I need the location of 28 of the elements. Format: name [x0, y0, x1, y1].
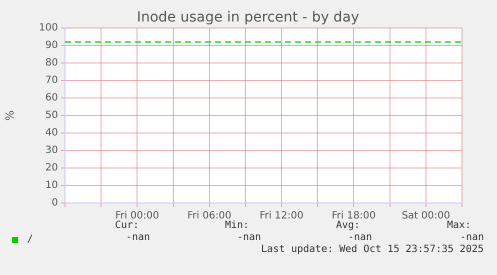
text: -nan — [126, 232, 150, 243]
y-tick-label: 50 — [45, 110, 58, 122]
text: Avg: — [336, 220, 360, 231]
y-tick-label: 70 — [45, 75, 58, 86]
text: Min: — [225, 220, 250, 231]
y-tick-label: 10 — [45, 180, 58, 192]
y-tick-label: 100 — [38, 22, 58, 34]
y-tick-label: 90 — [45, 40, 58, 52]
text: -nan — [237, 232, 262, 243]
x-tick-label: Fri 18:00 — [332, 210, 376, 222]
text: Max: — [447, 220, 472, 231]
x-tick-label: Sat 00:00 — [402, 210, 450, 222]
chart-title: Inode usage in percent - by day — [136, 10, 360, 26]
x-tick-label: Fri 00:00 — [115, 210, 160, 222]
y-tick-label: 20 — [45, 162, 58, 174]
y-tick-label: 40 — [45, 128, 58, 139]
y-tick-label: 60 — [45, 92, 58, 104]
y-tick-label: 30 — [45, 145, 58, 156]
y-tick-label: 0 — [52, 198, 58, 209]
text: -nan — [460, 232, 484, 243]
legend-label: / — [27, 234, 34, 245]
y-tick-label: 80 — [45, 58, 58, 69]
text: -nan — [348, 232, 372, 243]
y-axis-title: % — [3, 110, 16, 121]
x-tick-label: Fri 06:00 — [187, 210, 232, 222]
x-tick-label: Fri 12:00 — [260, 210, 304, 222]
text: Last update: Wed Oct 15 23:57:35 2025 — [261, 244, 484, 255]
text: Cur: — [115, 220, 140, 231]
